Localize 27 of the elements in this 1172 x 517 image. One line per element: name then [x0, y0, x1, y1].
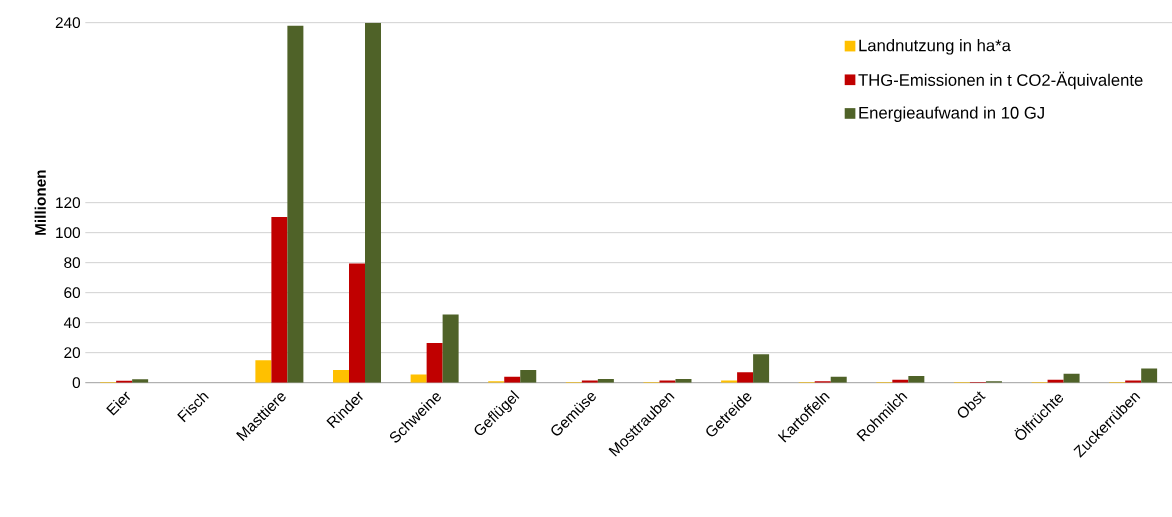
x-tick-label: Eier: [106, 391, 131, 416]
bar: [426, 342, 443, 383]
y-tick-label: 60: [64, 287, 81, 298]
y-tick-label: 20: [64, 347, 81, 358]
legend-label: Landnutzung in ha*a: [859, 38, 1011, 55]
bar: [737, 372, 754, 383]
bar: [349, 263, 365, 383]
bar: [753, 354, 770, 383]
y-tick-label: 240: [55, 17, 81, 28]
y-tick-label: 0: [72, 377, 81, 388]
bar: [287, 25, 304, 383]
bar: [271, 216, 288, 383]
bar: [365, 22, 381, 383]
legend-label: Energieaufwand in 10 GJ: [859, 106, 1044, 122]
y-tick-label: 40: [63, 317, 81, 328]
bar: [132, 379, 149, 383]
bar: [333, 369, 349, 383]
legend-label: THG-Emissionen in t CO2-Äquivalente: [858, 71, 1143, 90]
bar: [255, 360, 272, 383]
bar: [442, 314, 459, 383]
y-tick-label: 80: [64, 257, 81, 268]
bar: [1141, 368, 1158, 383]
bar: [410, 374, 427, 383]
bar: [520, 369, 537, 383]
y-tick-label: 120: [56, 197, 81, 208]
y-axis-title: Millionen: [34, 170, 46, 235]
y-tick-label: 100: [56, 227, 81, 238]
